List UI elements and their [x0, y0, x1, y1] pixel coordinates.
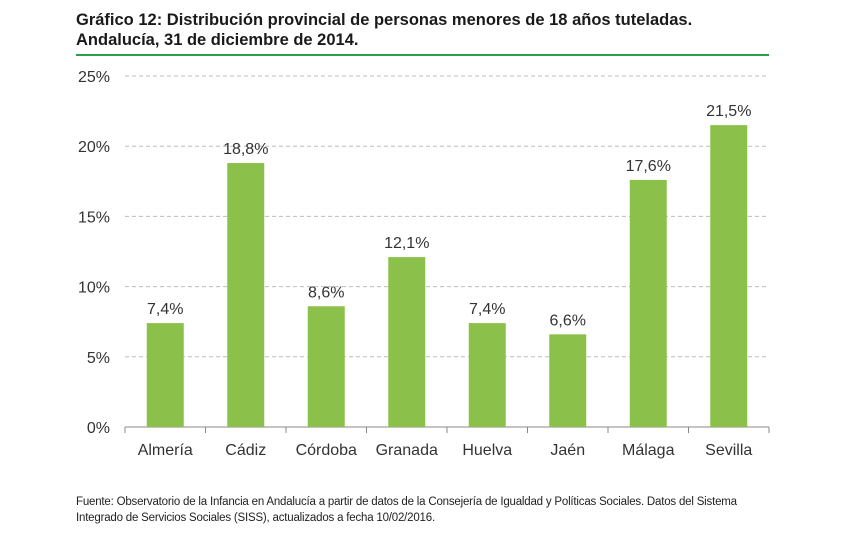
- chart-title-line2: Andalucía, 31 de diciembre de 2014.: [76, 31, 359, 49]
- y-tick-label: 0%: [87, 420, 110, 437]
- x-category-label: Almería: [138, 442, 193, 459]
- y-tick-label: 10%: [78, 280, 110, 297]
- y-tick-label: 25%: [78, 69, 110, 86]
- label-layer: 0% 5% 10% 15% 20% 25% 7,4% Almería 18,8% Cádiz 8,6…: [78, 69, 752, 459]
- x-category-label: Jaén: [550, 442, 585, 459]
- data-label: 18,8%: [223, 141, 268, 158]
- bar: [388, 257, 426, 427]
- bar: [629, 179, 667, 427]
- x-category-label: Málaga: [622, 442, 675, 459]
- x-category-label: Huelva: [462, 442, 512, 459]
- y-tick-label: 5%: [87, 350, 110, 367]
- grid-layer: [124, 75, 770, 433]
- source-note: Fuente: Observatorio de la Infancia en A…: [76, 496, 737, 524]
- x-category-label: Córdoba: [296, 442, 357, 459]
- x-category-label: Cádiz: [225, 442, 266, 459]
- bar: [227, 163, 265, 427]
- y-tick-label: 15%: [78, 209, 110, 226]
- bar: [307, 306, 345, 427]
- bar: [146, 323, 184, 427]
- chart-title-line1: Gráfico 12: Distribución provincial de p…: [76, 11, 693, 29]
- x-category-label: Sevilla: [705, 442, 752, 459]
- data-label: 7,4%: [469, 301, 505, 318]
- data-label: 12,1%: [384, 235, 429, 252]
- data-label: 7,4%: [147, 301, 183, 318]
- title-divider: [76, 54, 769, 56]
- data-label: 8,6%: [308, 284, 344, 301]
- bar-chart: 0% 5% 10% 15% 20% 25% 7,4% Almería 18,8% Cádiz 8,6…: [78, 69, 770, 459]
- data-label: 6,6%: [550, 312, 586, 329]
- y-tick-label: 20%: [78, 139, 110, 156]
- bar: [549, 334, 587, 427]
- x-category-label: Granada: [376, 442, 438, 459]
- chart-title: Gráfico 12: Distribución provincial de p…: [76, 10, 776, 50]
- bar-layer: [146, 125, 748, 427]
- bar: [710, 125, 748, 427]
- data-label: 17,6%: [626, 158, 671, 175]
- data-label: 21,5%: [706, 103, 751, 120]
- bar: [468, 323, 506, 427]
